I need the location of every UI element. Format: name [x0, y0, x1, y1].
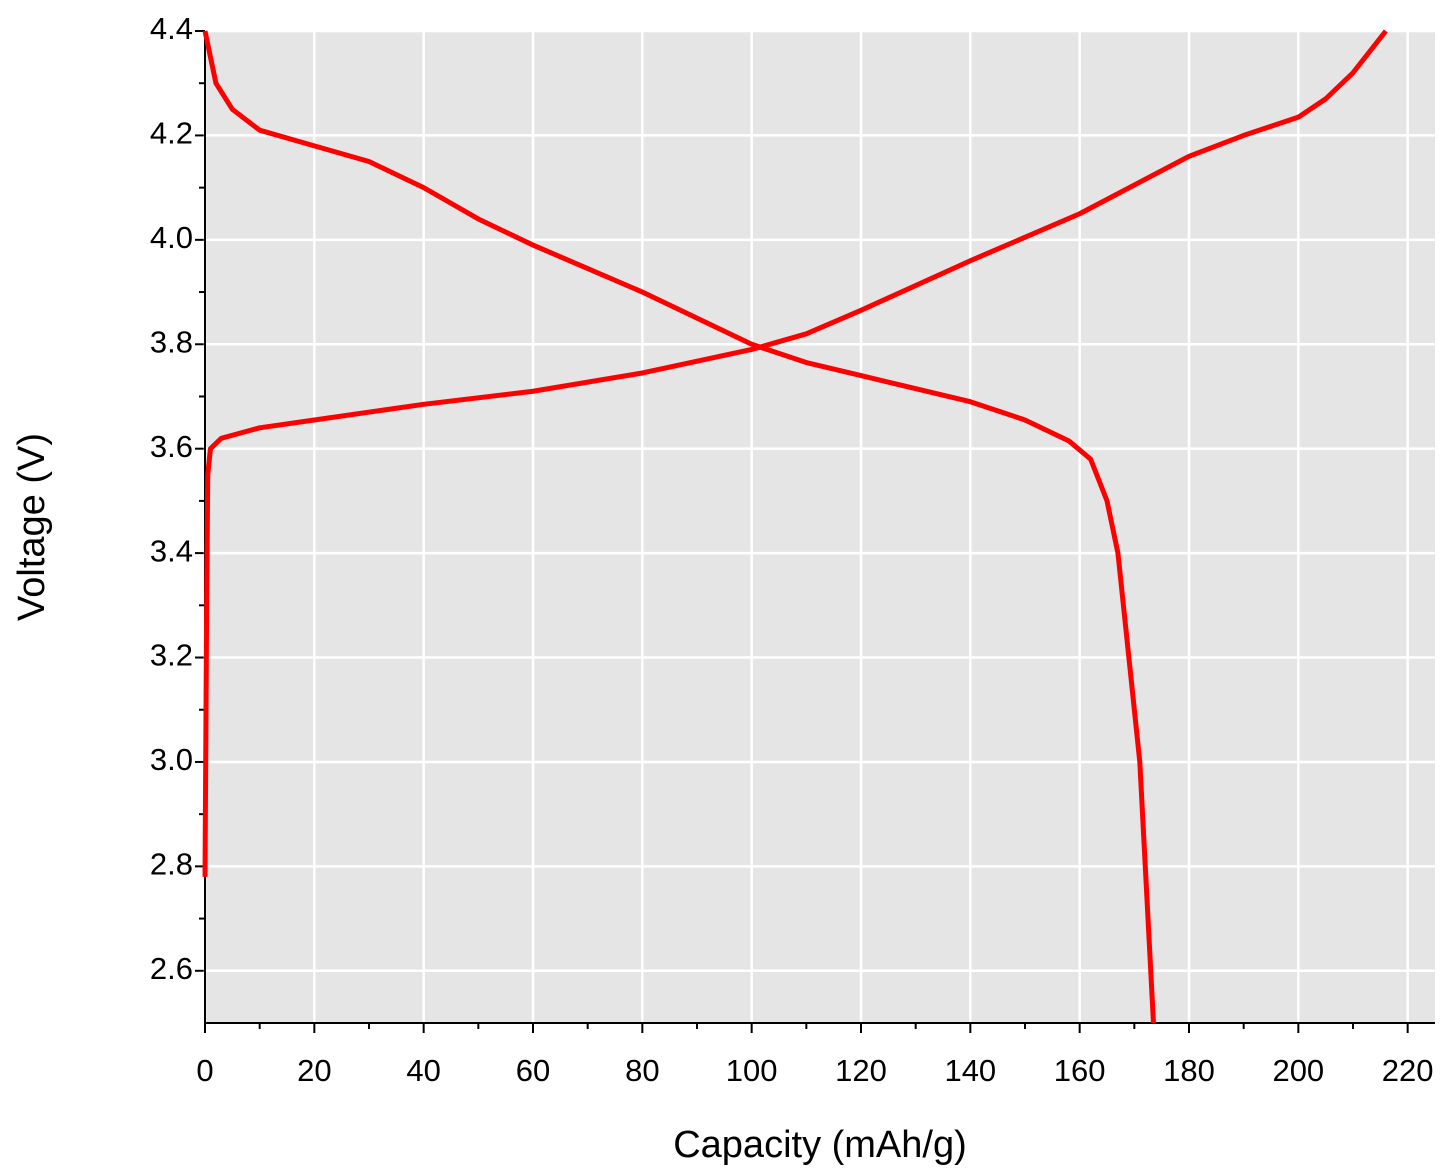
x-tick-label: 200	[1272, 1053, 1324, 1088]
x-tick-label: 40	[406, 1053, 440, 1088]
x-tick-label: 0	[196, 1053, 213, 1088]
x-tick-label: 20	[297, 1053, 331, 1088]
y-tick-label: 4.4	[150, 11, 193, 46]
y-tick-label: 2.8	[150, 847, 193, 882]
x-tick-label: 180	[1163, 1053, 1215, 1088]
plot-area	[205, 31, 1435, 1023]
x-tick-label: 140	[944, 1053, 996, 1088]
y-tick-label: 3.2	[150, 638, 193, 673]
x-axis-label: Capacity (mAh/g)	[673, 1124, 967, 1166]
x-tick-label: 160	[1054, 1053, 1106, 1088]
x-tick-label: 100	[726, 1053, 778, 1088]
y-axis-label: Voltage (V)	[11, 433, 53, 621]
y-tick-label: 3.0	[150, 742, 193, 777]
y-tick-label: 3.6	[150, 429, 193, 464]
curve	[202, 29, 1388, 877]
x-tick-label: 220	[1382, 1053, 1434, 1088]
y-tick-label: 4.0	[150, 220, 193, 255]
y-tick-label: 3.4	[150, 533, 193, 568]
y-tick-label: 2.6	[150, 951, 193, 986]
x-tick-label: 60	[516, 1053, 550, 1088]
curve	[202, 30, 1156, 1024]
x-tick-label: 80	[625, 1053, 659, 1088]
y-tick-label: 3.8	[150, 324, 193, 359]
x-tick-label: 120	[835, 1053, 887, 1088]
y-tick-label: 4.2	[150, 116, 193, 151]
